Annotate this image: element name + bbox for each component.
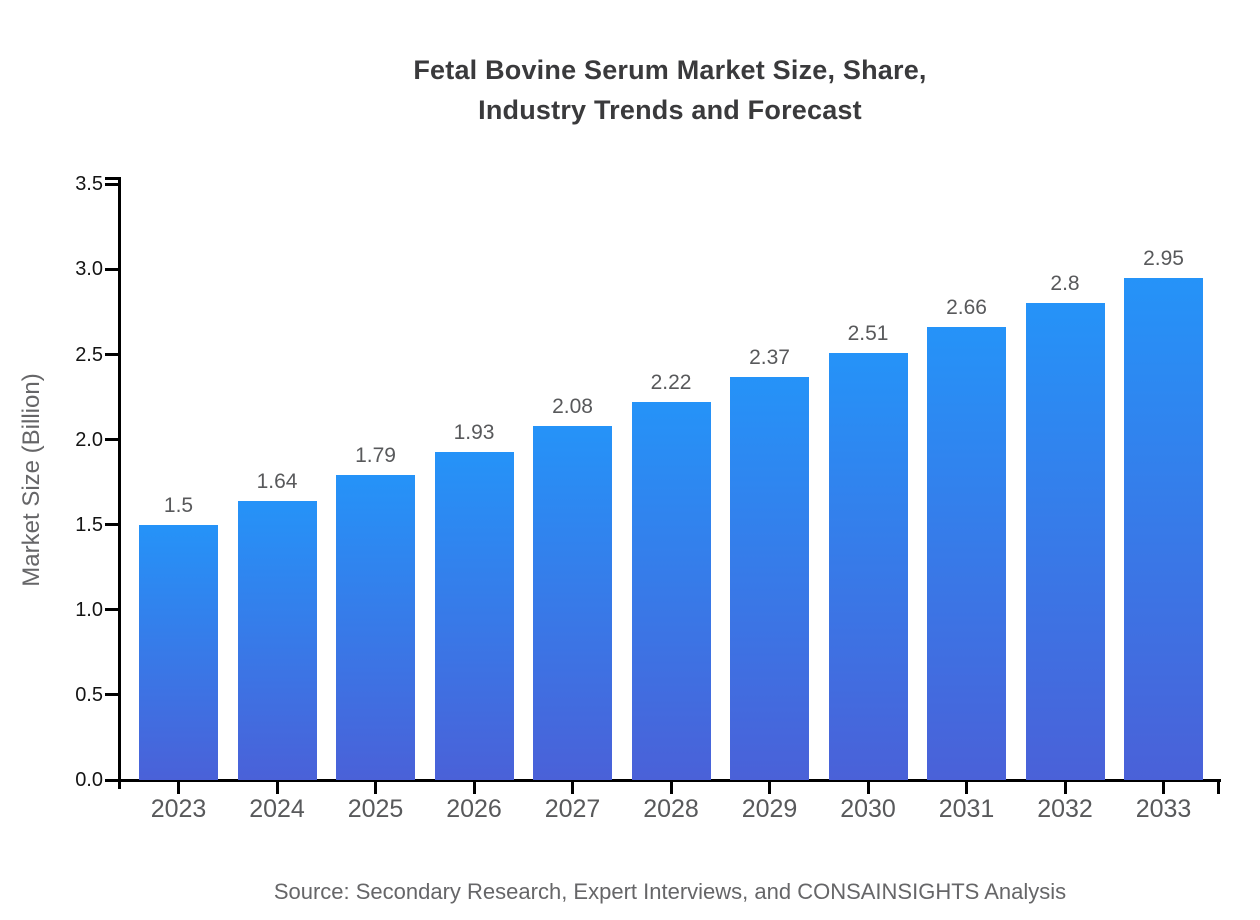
- bar: [533, 425, 612, 780]
- x-tick: [669, 782, 673, 794]
- x-tick-label: 2024: [249, 795, 305, 823]
- y-tick-label: 3.0: [75, 258, 103, 281]
- x-tick: [275, 782, 279, 794]
- y-tick-label: 2.0: [75, 428, 103, 451]
- y-tick: [105, 523, 118, 527]
- bar-value-label: 1.79: [355, 444, 396, 468]
- bar: [139, 524, 218, 780]
- bar-value-label: 2.95: [1143, 246, 1184, 270]
- x-tick: [1162, 782, 1165, 794]
- bar-value-label: 1.93: [453, 420, 495, 444]
- y-tick: [105, 182, 118, 186]
- bar-value-label: 2.08: [552, 394, 593, 418]
- bar-value-label: 2.37: [749, 345, 790, 369]
- x-tick: [374, 782, 377, 794]
- y-tick-label: 2.5: [75, 343, 103, 366]
- y-tick: [105, 608, 118, 612]
- x-axis-end-tick: [1217, 782, 1220, 794]
- bar: [828, 352, 908, 780]
- x-tick: [768, 782, 771, 794]
- x-tick-label: 2033: [1135, 795, 1192, 823]
- source-attribution: Source: Secondary Research, Expert Inter…: [273, 879, 1067, 904]
- bar-value-label: 2.8: [1050, 272, 1080, 296]
- y-tick: [105, 778, 118, 782]
- bar-value-label: 2.22: [650, 371, 692, 395]
- x-tick-label: 2027: [544, 795, 601, 823]
- x-tick-label: 2025: [347, 795, 404, 823]
- x-tick: [965, 782, 968, 794]
- y-tick-label: 3.5: [75, 173, 103, 196]
- y-axis-spine: [118, 177, 121, 789]
- bar: [237, 500, 317, 780]
- x-tick-label: 2029: [741, 795, 798, 823]
- y-axis-end-cap: [105, 177, 118, 180]
- bar: [336, 475, 415, 780]
- chart-title: Fetal Bovine Serum Market Size, Share, I…: [120, 50, 1220, 130]
- x-tick-label: 2028: [643, 795, 699, 823]
- y-tick: [105, 353, 118, 356]
- bar: [631, 402, 711, 780]
- x-tick-label: 2023: [150, 795, 207, 823]
- bar: [434, 451, 514, 780]
- x-tick: [472, 782, 476, 794]
- y-axis-title: Market Size (Billion): [18, 373, 45, 587]
- x-axis-spine: [105, 779, 1221, 782]
- y-tick-label: 0.5: [75, 683, 103, 706]
- bar: [1025, 303, 1105, 780]
- bar: [1124, 277, 1203, 780]
- bar-value-label: 2.51: [847, 321, 889, 345]
- x-tick: [1063, 782, 1067, 794]
- y-tick-label: 1.5: [75, 513, 103, 536]
- x-tick-label: 2031: [938, 795, 995, 823]
- y-tick: [105, 438, 118, 442]
- x-tick: [866, 782, 870, 794]
- x-tick-label: 2030: [840, 795, 896, 823]
- y-tick: [105, 267, 118, 271]
- x-tick-label: 2026: [446, 795, 502, 823]
- x-tick: [571, 782, 574, 794]
- x-tick: [177, 782, 180, 794]
- y-tick-label: 0.0: [75, 769, 103, 791]
- x-tick-label: 2032: [1037, 795, 1093, 823]
- bar-value-label: 2.66: [946, 296, 987, 320]
- y-tick-label: 1.0: [75, 598, 103, 621]
- bar: [927, 327, 1006, 780]
- chart-title-line-2: Industry Trends and Forecast: [478, 95, 862, 125]
- bar-value-label: 1.64: [256, 469, 298, 493]
- y-tick: [105, 693, 118, 697]
- chart-title-line-1: Fetal Bovine Serum Market Size, Share,: [413, 55, 927, 85]
- bar: [730, 376, 809, 780]
- bar-value-label: 1.5: [163, 493, 194, 517]
